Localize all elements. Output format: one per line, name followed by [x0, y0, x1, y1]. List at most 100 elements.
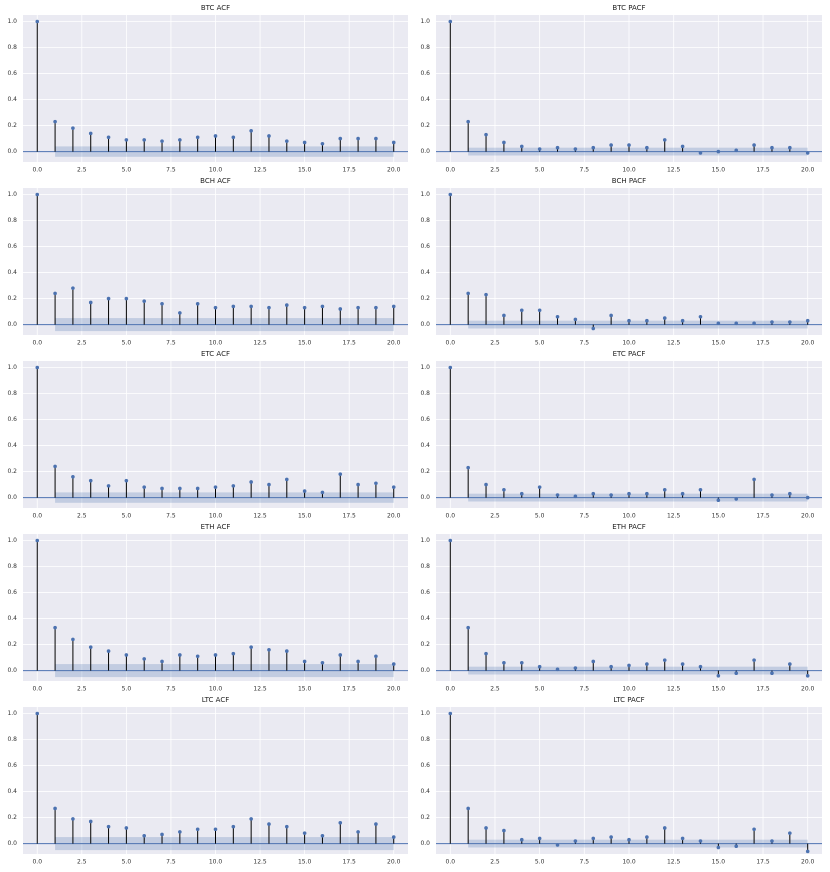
y-tick-label: 1.0 — [7, 191, 17, 198]
x-tick-label: 7.5 — [166, 340, 176, 347]
y-tick-label: 1.0 — [420, 710, 430, 717]
y-tick-label: 0.4 — [7, 615, 17, 622]
subplot: ETC PACF 0.0 0.2 0.4 0.6 0.8 1.0 0.0 2.5 5.0 7.5 10… — [420, 350, 822, 520]
y-tick-label: 0.2 — [7, 641, 17, 648]
x-tick-label: 2.5 — [77, 859, 87, 866]
stem-marker — [178, 138, 182, 142]
y-tick-label: 0.2 — [7, 295, 17, 302]
stem-marker — [734, 497, 739, 501]
stem-marker — [231, 135, 236, 140]
x-tick-label: 7.5 — [580, 513, 590, 520]
stem-marker — [213, 134, 218, 138]
stem-marker — [338, 307, 343, 311]
stem-marker — [35, 19, 40, 24]
x-tick-label: 12.5 — [667, 340, 681, 347]
stem-marker — [466, 119, 470, 124]
x-tick-label: 15.0 — [298, 513, 312, 520]
stem-marker — [88, 131, 93, 136]
x-tick-label: 5.0 — [122, 167, 132, 174]
stem-marker — [88, 478, 93, 483]
subplot: LTC ACF 0.0 0.2 0.4 0.6 0.8 1.0 0.0 2.5 5.0 7.5 10.… — [7, 696, 408, 866]
y-tick-label: 1.0 — [420, 191, 430, 198]
stem-marker — [537, 308, 542, 313]
stem-marker — [502, 828, 506, 833]
stem-marker — [213, 827, 218, 832]
y-tick-label: 0.4 — [420, 788, 430, 795]
stem-marker — [320, 660, 325, 665]
stem-marker — [53, 806, 57, 811]
stem-marker — [448, 192, 453, 197]
x-tick-label: 17.5 — [343, 513, 357, 520]
stem-marker — [320, 490, 325, 495]
stem-marker — [142, 299, 147, 303]
x-tick-label: 5.0 — [122, 859, 132, 866]
x-tick-label: 2.5 — [77, 686, 87, 693]
x-tick-label: 20.0 — [387, 859, 401, 866]
y-tick-label: 0.4 — [7, 788, 17, 795]
stem-marker — [680, 318, 685, 323]
y-tick-label: 0.8 — [7, 217, 17, 224]
x-tick-label: 5.0 — [122, 686, 132, 693]
stem-marker — [71, 817, 75, 821]
stem-marker — [627, 663, 631, 668]
stem-marker — [160, 301, 164, 306]
y-tick-label: 0.0 — [420, 494, 430, 501]
x-tick-label: 10.0 — [622, 686, 636, 693]
subplot: BCH ACF 0.0 0.2 0.4 0.6 0.8 1.0 0.0 2.5 5.0 7.5 10.… — [7, 177, 408, 347]
x-tick-label: 5.0 — [535, 513, 545, 520]
stem-marker — [716, 321, 721, 326]
y-tick-label: 1.0 — [7, 18, 17, 25]
stem-marker — [698, 487, 703, 492]
stem-marker — [142, 485, 147, 489]
y-tick-label: 1.0 — [7, 710, 17, 717]
stem-marker — [537, 485, 542, 489]
x-tick-label: 7.5 — [166, 686, 176, 693]
x-tick-label: 7.5 — [580, 859, 590, 866]
stem-marker — [573, 666, 578, 670]
stem-marker — [752, 827, 756, 832]
stem-marker — [734, 844, 739, 848]
stem-marker — [391, 304, 396, 309]
x-tick-label: 2.5 — [77, 340, 87, 347]
x-tick-label: 7.5 — [580, 167, 590, 174]
stem-marker — [484, 292, 488, 297]
y-tick-label: 0.0 — [7, 667, 17, 674]
stem-marker — [716, 498, 721, 502]
stem-marker — [716, 149, 721, 154]
stem-marker — [106, 484, 111, 488]
stem-marker — [88, 645, 93, 649]
subplot: LTC PACF 0.0 0.2 0.4 0.6 0.8 1.0 0.0 2.5 5.0 7.5 10… — [420, 696, 822, 866]
stem-marker — [448, 711, 453, 716]
stem-marker — [537, 836, 542, 841]
stem-marker — [338, 653, 343, 657]
stem-marker — [466, 806, 470, 811]
stem-marker — [537, 664, 542, 669]
x-tick-label: 5.0 — [535, 859, 545, 866]
x-tick-label: 5.0 — [122, 340, 132, 347]
stem-marker — [609, 835, 613, 839]
stem-marker — [698, 664, 703, 669]
stem-marker — [698, 314, 703, 319]
stem-marker — [178, 830, 182, 834]
stem-marker — [662, 487, 667, 492]
x-tick-label: 10.0 — [209, 513, 223, 520]
y-tick-label: 0.6 — [7, 70, 17, 77]
stem-marker — [645, 491, 649, 496]
stem-marker — [178, 653, 182, 657]
x-tick-label: 10.0 — [622, 167, 636, 174]
stem-marker — [142, 833, 147, 838]
stem-marker — [555, 145, 560, 150]
stem-marker — [231, 304, 236, 309]
x-tick-label: 0.0 — [32, 513, 42, 520]
x-tick-label: 0.0 — [446, 686, 456, 693]
stem-marker — [662, 138, 667, 142]
stem-marker — [519, 491, 524, 496]
x-tick-label: 5.0 — [535, 167, 545, 174]
stem-marker — [448, 538, 453, 543]
stem-marker — [249, 645, 253, 649]
stem-marker — [555, 843, 560, 847]
x-tick-label: 20.0 — [387, 340, 401, 347]
stem-marker — [645, 662, 649, 666]
x-tick-label: 2.5 — [490, 167, 500, 174]
